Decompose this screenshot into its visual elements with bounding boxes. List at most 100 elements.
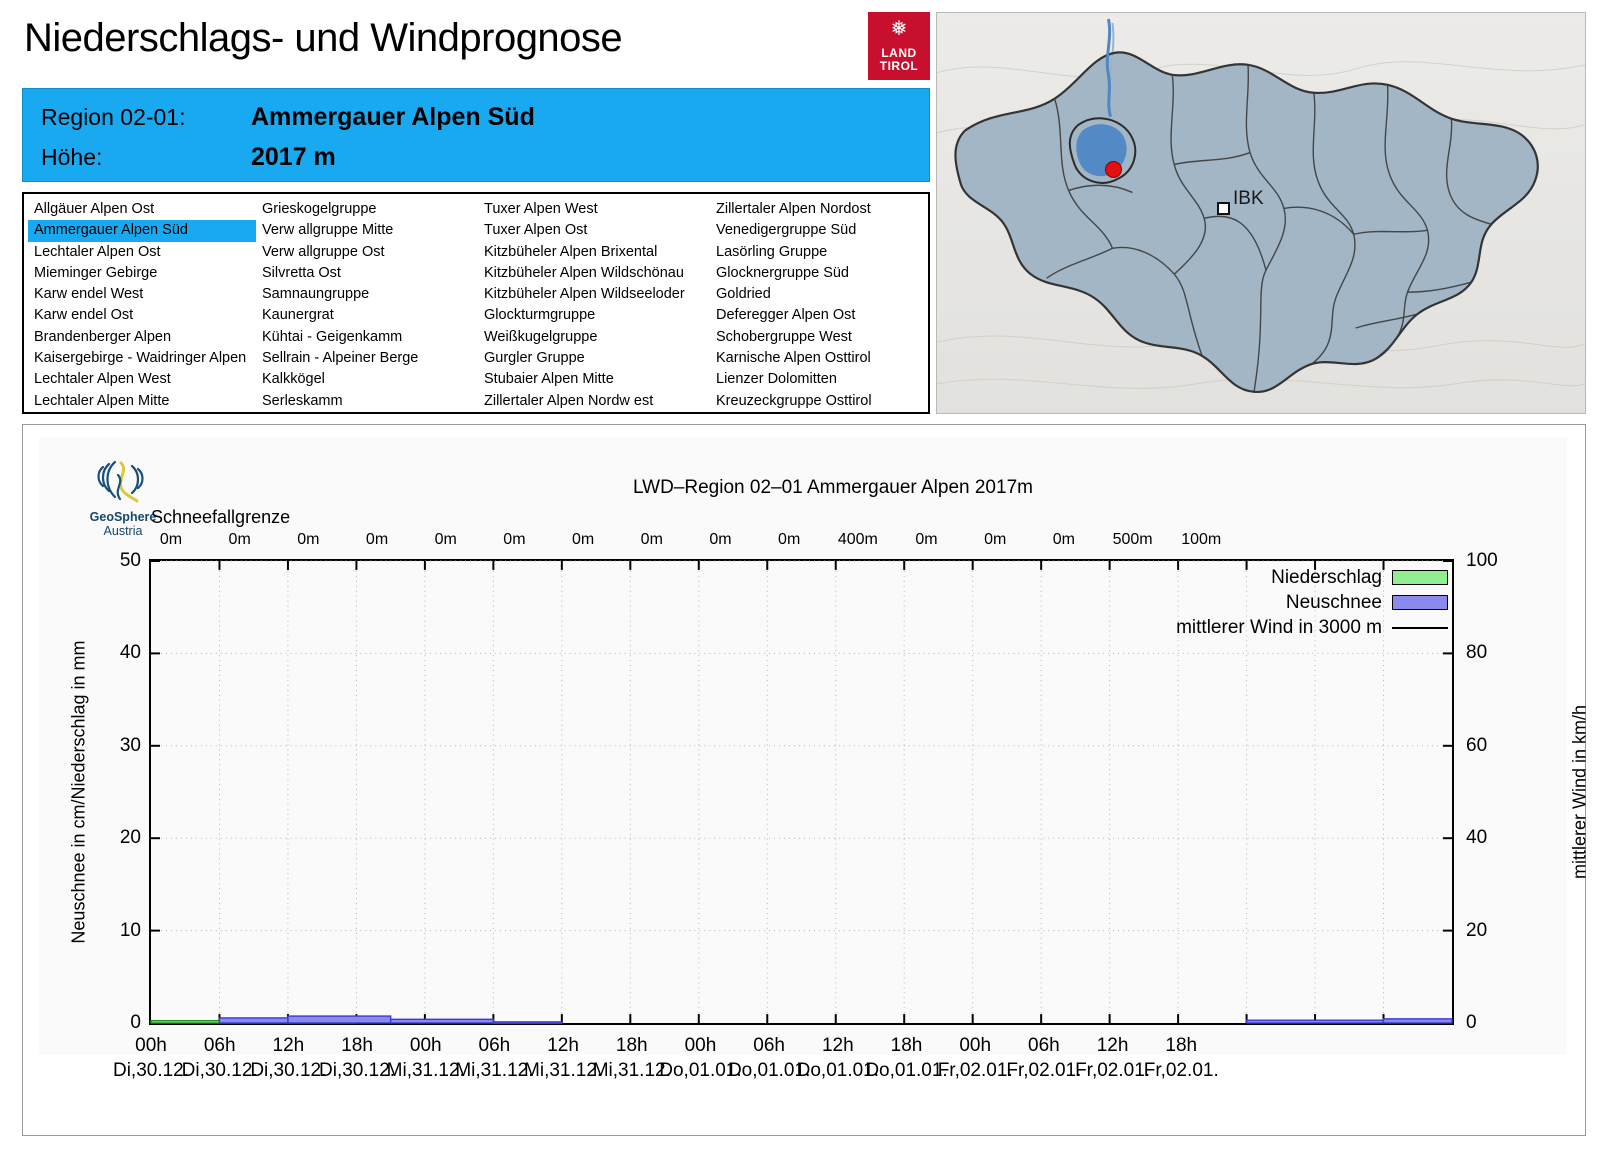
- x-tick: 18h Do,01.01.: [865, 1033, 947, 1083]
- x-tick: 12h Do,01.01.: [797, 1033, 879, 1083]
- x-tick-date: Di,30.12.: [250, 1060, 327, 1081]
- x-tick-time: 06h: [203, 1035, 236, 1056]
- region-list-item[interactable]: Sellrain - Alpeiner Berge: [262, 350, 419, 367]
- forecast-chart-panel: GeoSphere Austria LWD–Region 02–01 Ammer…: [22, 424, 1590, 1136]
- y-tick-right: 100: [1466, 550, 1498, 571]
- y-tick-left: 40: [119, 642, 141, 664]
- region-column-2: Grieskogelgruppe Verw allgruppe Mitte Verw…: [256, 199, 478, 409]
- region-list-item[interactable]: Lechtaler Alpen Ost: [34, 243, 161, 260]
- region-list-item[interactable]: Kreuzeckgruppe Osttirol: [716, 392, 872, 409]
- snowline-label: Schneefallgrenze: [151, 507, 291, 527]
- x-tick: 06h Di,30.12.: [182, 1033, 258, 1083]
- region-list-item[interactable]: Silvretta Ost: [262, 264, 341, 281]
- snowline-value: 0m: [709, 531, 732, 548]
- x-tick: 00h Di,30.12.: [113, 1033, 189, 1083]
- region-list-item[interactable]: Lechtaler Alpen Mitte: [34, 392, 170, 409]
- region-list-item[interactable]: Kitzbüheler Alpen Wildseeloder: [484, 286, 685, 303]
- x-tick-time: 12h: [272, 1035, 305, 1056]
- x-tick-time: 12h: [547, 1035, 579, 1056]
- x-tick-date: Do,01.01.: [727, 1060, 811, 1081]
- innsbruck-label: IBK: [1233, 188, 1264, 209]
- y-tick-right: 60: [1466, 734, 1488, 756]
- region-list-item[interactable]: Gurgler Gruppe: [484, 350, 585, 367]
- x-tick-date: Mi,31.12.: [592, 1060, 671, 1081]
- region-list-item[interactable]: Ammergauer Alpen Süd: [28, 220, 256, 242]
- region-list-item[interactable]: Kaunergrat: [262, 307, 334, 324]
- region-list-item[interactable]: Karnische Alpen Osttirol: [716, 350, 871, 367]
- x-tick: 18h Di,30.12.: [319, 1033, 395, 1083]
- y-tick-right: 20: [1466, 919, 1488, 941]
- geosphere-mark-icon: [97, 460, 144, 503]
- region-list-item[interactable]: Mieminger Gebirge: [34, 264, 158, 281]
- region-list-item[interactable]: Goldried: [716, 286, 771, 303]
- region-list-item[interactable]: Glocknergruppe Süd: [716, 264, 849, 281]
- snowline-value: 0m: [984, 531, 1007, 548]
- map-graphic: [937, 13, 1585, 413]
- x-tick-date: Mi,31.12.: [524, 1060, 603, 1081]
- region-list-item[interactable]: Kaisergebirge - Waidringer Alpen: [34, 350, 247, 367]
- x-tick: 18h Mi,31.12.: [593, 1033, 671, 1083]
- region-list-item[interactable]: Kitzbüheler Alpen Wildschönau: [484, 264, 684, 281]
- region-list-item[interactable]: Verw allgruppe Ost: [262, 243, 385, 260]
- region-list-item[interactable]: Tuxer Alpen Ost: [484, 222, 588, 239]
- region-list-item[interactable]: Zillertaler Alpen Nordost: [716, 201, 871, 217]
- y-tick-right: 0: [1466, 1012, 1477, 1033]
- x-tick-date: Mi,31.12.: [455, 1060, 534, 1081]
- y-tick-left: 0: [130, 1012, 141, 1033]
- snowline-value: 0m: [571, 531, 595, 548]
- x-tick-time: 18h: [341, 1035, 373, 1056]
- innsbruck-marker-icon: [1217, 202, 1230, 215]
- y-tick-left: 20: [119, 827, 141, 849]
- y-axis-right-label: mittlerer Wind in km/h: [1569, 704, 1590, 880]
- snowline-value: 0m: [159, 531, 183, 548]
- banner-height-label: Höhe:: [41, 143, 103, 170]
- snowline-value: 0m: [640, 531, 663, 548]
- selected-region-marker: [1105, 161, 1122, 178]
- chart-title: LWD–Region 02–01 Ammergauer Alpen 2017m: [633, 477, 1033, 498]
- region-list-item[interactable]: Serleskamm: [262, 392, 343, 409]
- x-tick-time: 12h: [1096, 1035, 1129, 1056]
- region-list-item[interactable]: Deferegger Alpen Ost: [716, 307, 856, 324]
- page-title: Niederschlags- und Windprognose: [24, 16, 623, 60]
- y-tick-right: 80: [1466, 642, 1488, 664]
- region-list-item[interactable]: Karw endel West: [34, 286, 144, 303]
- geosphere-country: Austria: [103, 524, 143, 538]
- x-tick-time: 00h: [135, 1035, 167, 1056]
- region-list-item[interactable]: Samnaungruppe: [262, 286, 370, 303]
- region-list-item[interactable]: Allgäuer Alpen Ost: [34, 201, 155, 217]
- y-tick-right: 40: [1466, 827, 1488, 849]
- region-list-item[interactable]: Lasörling Gruppe: [716, 243, 828, 260]
- region-list-item[interactable]: Lienzer Dolomitten: [716, 371, 837, 388]
- region-list-item[interactable]: Stubaier Alpen Mitte: [484, 371, 614, 388]
- legend-swatch-niederschlag: [1392, 570, 1448, 585]
- region-list-item[interactable]: Tuxer Alpen West: [484, 201, 598, 217]
- region-list-item[interactable]: Verw allgruppe Mitte: [262, 222, 394, 239]
- region-list-item[interactable]: Venedigergruppe Süd: [716, 222, 857, 239]
- region-list-item[interactable]: Schobergruppe West: [716, 328, 852, 345]
- tirol-overview-map[interactable]: IBK: [936, 12, 1586, 414]
- x-tick: 06h Mi,31.12.: [455, 1033, 533, 1083]
- x-tick-date: Do,01.01.: [659, 1060, 742, 1081]
- x-tick: 00h Do,01.01.: [659, 1033, 741, 1083]
- x-tick: 00h Mi,31.12.: [387, 1033, 465, 1083]
- region-list-item[interactable]: Karw endel Ost: [34, 307, 134, 324]
- region-list-item[interactable]: Zillertaler Alpen Nordw est: [484, 392, 654, 409]
- x-tick-date: Di,30.12.: [181, 1060, 258, 1081]
- region-list-item[interactable]: Kalkkögel: [262, 371, 325, 388]
- region-list-item[interactable]: Brandenberger Alpen: [34, 328, 172, 345]
- x-tick-date: Fr,02.01.: [1143, 1060, 1219, 1081]
- banner-height-row: Höhe: 2017 m: [41, 137, 929, 177]
- x-tick-time: 18h: [890, 1035, 923, 1056]
- region-column-4: Zillertaler Alpen Nordost Venedigergruppe…: [710, 199, 924, 409]
- region-list-item[interactable]: Grieskogelgruppe: [262, 201, 377, 217]
- snowline-value: 0m: [778, 531, 801, 548]
- y-axis-left-label: Neuschnee in cm/Niederschlag in mm: [68, 640, 89, 944]
- region-list-item[interactable]: Glockturmgruppe: [484, 307, 596, 324]
- region-list-item[interactable]: Lechtaler Alpen West: [34, 371, 171, 388]
- region-list-item[interactable]: Weißkugelgruppe: [484, 328, 598, 345]
- x-tick-date: Di,30.12.: [319, 1060, 396, 1081]
- region-list-item[interactable]: Kitzbüheler Alpen Brixental: [484, 243, 658, 260]
- region-list-item[interactable]: Kühtai - Geigenkamm: [262, 328, 403, 345]
- y-tick-left: 30: [119, 734, 141, 756]
- x-tick-time: 18h: [1165, 1035, 1198, 1056]
